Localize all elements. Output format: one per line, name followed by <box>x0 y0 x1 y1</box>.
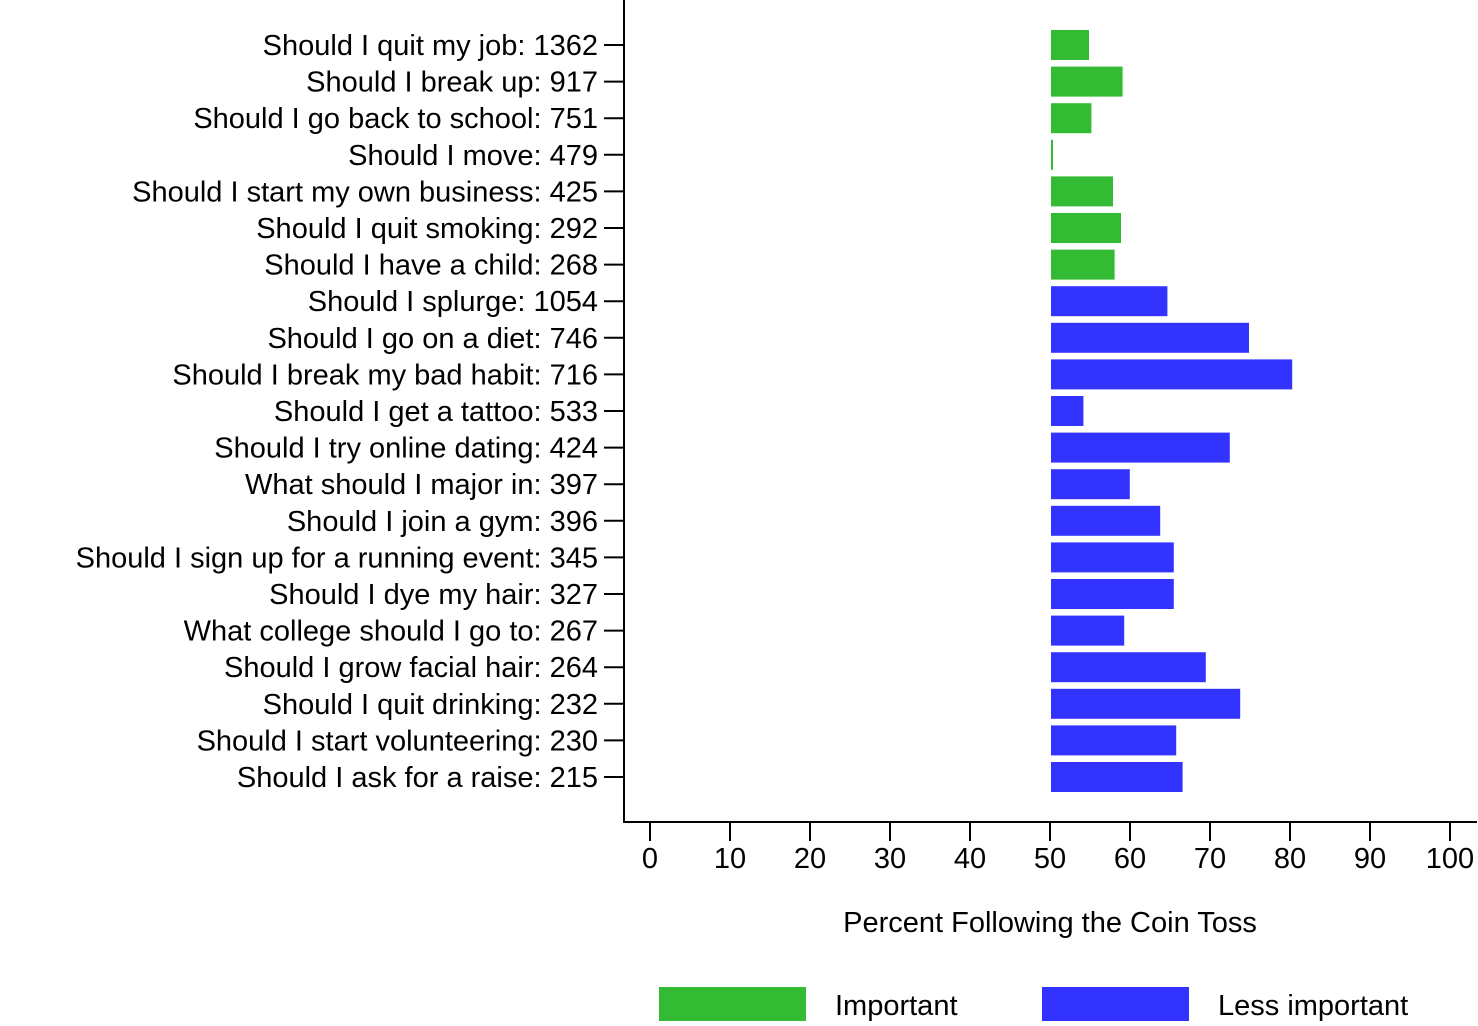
bar-should-i-start-my-own-business <box>1049 174 1115 209</box>
bar-should-i-ask-for-a-raise <box>1049 760 1185 794</box>
bar-should-i-try-online-dating <box>1049 430 1232 465</box>
y-tick-label-should-i-ask-for-a-raise: Should I ask for a raise: 215 <box>237 762 598 794</box>
legend: Important Less important <box>657 985 1408 1023</box>
x-tick-label-30: 30 <box>874 843 906 875</box>
bar-should-i-sign-up-for-a-running-event <box>1049 540 1176 575</box>
y-tick-label-should-i-go-back-to-school: Should I go back to school: 751 <box>193 103 598 135</box>
bar-should-i-grow-facial-hair <box>1049 650 1208 685</box>
bar-should-i-break-up <box>1049 64 1125 99</box>
y-tick-label-should-i-start-volunteering: Should I start volunteering: 230 <box>197 725 598 757</box>
x-axis: 0 10 20 30 40 50 60 70 80 90 100 <box>623 821 1477 875</box>
y-tick-label-should-i-quit-drinking: Should I quit drinking: 232 <box>263 689 598 721</box>
bar-should-i-start-volunteering <box>1049 723 1179 758</box>
x-tick-label-0: 0 <box>642 843 658 875</box>
bar-should-i-join-a-gym <box>1049 503 1163 538</box>
bar-should-i-quit-my-job <box>1049 28 1091 62</box>
x-tick-label-50: 50 <box>1034 843 1066 875</box>
y-tick-label-what-college-should-i-go-to: What college should I go to: 267 <box>184 616 598 648</box>
legend-label-less-important: Less important <box>1218 990 1408 1022</box>
x-tick-label-10: 10 <box>714 843 746 875</box>
y-tick-label-should-i-try-online-dating: Should I try online dating: 424 <box>214 433 598 465</box>
bar-should-i-quit-smoking <box>1049 211 1123 245</box>
y-tick-label-should-i-sign-up-for-a-running-event: Should I sign up for a running event: 34… <box>76 542 598 574</box>
y-tick-label-should-i-dye-my-hair: Should I dye my hair: 327 <box>269 579 598 611</box>
y-tick-label-should-i-break-up: Should I break up: 917 <box>306 67 598 99</box>
bar-should-i-get-a-tattoo <box>1049 394 1086 428</box>
bar-should-i-quit-drinking <box>1049 686 1243 721</box>
x-tick-label-20: 20 <box>794 843 826 875</box>
x-tick-label-90: 90 <box>1354 843 1386 875</box>
legend-swatch-less-important <box>1040 985 1191 1023</box>
legend-label-important: Important <box>835 990 958 1022</box>
bar-should-i-dye-my-hair <box>1049 577 1176 611</box>
y-axis: Should I quit my job: 1362 Should I break… <box>76 0 625 822</box>
bar-should-i-have-a-child <box>1049 247 1117 282</box>
y-tick-label-should-i-have-a-child: Should I have a child: 268 <box>264 250 598 282</box>
y-tick-label-should-i-join-a-gym: Should I join a gym: 396 <box>287 506 598 538</box>
bar-should-i-splurge <box>1049 284 1170 319</box>
bar-should-i-move <box>1049 137 1055 172</box>
bar-should-i-go-back-to-school <box>1049 101 1094 136</box>
y-tick-label-should-i-quit-smoking: Should I quit smoking: 292 <box>256 213 598 245</box>
x-axis-title: Percent Following the Coin Toss <box>843 907 1257 939</box>
legend-swatch-important <box>657 985 808 1023</box>
y-tick-label-what-should-i-major-in: What should I major in: 397 <box>245 469 598 501</box>
x-tick-label-100: 100 <box>1426 843 1474 875</box>
bars-layer <box>1049 28 1295 794</box>
y-tick-label-should-i-get-a-tattoo: Should I get a tattoo: 533 <box>274 396 598 428</box>
x-tick-label-40: 40 <box>954 843 986 875</box>
bar-should-i-go-on-a-diet <box>1049 320 1251 355</box>
x-tick-label-80: 80 <box>1274 843 1306 875</box>
y-tick-label-should-i-grow-facial-hair: Should I grow facial hair: 264 <box>224 652 598 684</box>
bar-what-should-i-major-in <box>1049 467 1132 502</box>
y-tick-label-should-i-move: Should I move: 479 <box>348 140 598 172</box>
bar-what-college-should-i-go-to <box>1049 613 1127 648</box>
y-tick-label-should-i-start-my-own-business: Should I start my own business: 425 <box>132 176 598 208</box>
bar-should-i-break-my-bad-habit <box>1049 357 1295 392</box>
x-tick-label-70: 70 <box>1194 843 1226 875</box>
y-tick-label-should-i-quit-my-job: Should I quit my job: 1362 <box>263 30 598 62</box>
y-tick-label-should-i-go-on-a-diet: Should I go on a diet: 746 <box>267 323 598 355</box>
x-tick-label-60: 60 <box>1114 843 1146 875</box>
y-tick-label-should-i-break-my-bad-habit: Should I break my bad habit: 716 <box>172 359 598 391</box>
y-tick-label-should-i-splurge: Should I splurge: 1054 <box>308 286 598 318</box>
